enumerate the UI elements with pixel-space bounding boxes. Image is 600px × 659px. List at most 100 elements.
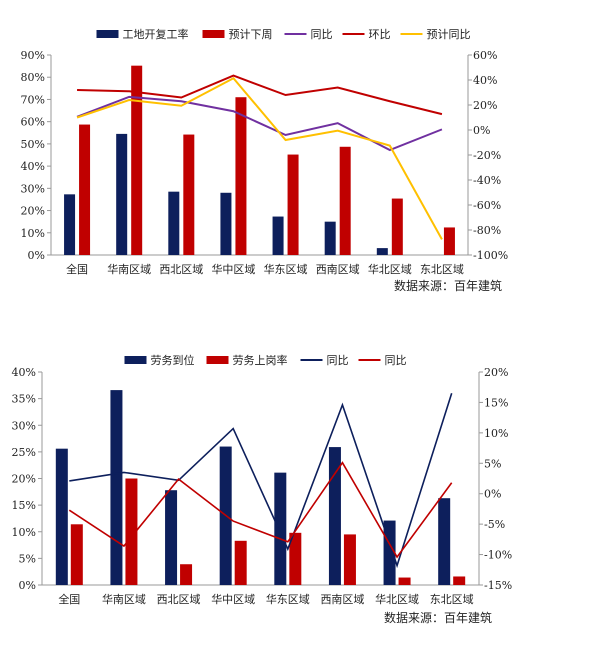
y-tick-label: 60% xyxy=(21,116,45,129)
legend: 劳务到位 劳务上岗率 同比 同比 xyxy=(124,353,407,367)
source-note: 数据来源：百年建筑 xyxy=(394,278,502,293)
bar-劳务上岗率 xyxy=(398,577,411,585)
line-预计同比 xyxy=(76,76,443,240)
x-tick-label: 华东区域 xyxy=(266,592,310,606)
bar-预计下周 xyxy=(183,134,195,255)
bar-工地开复工率 xyxy=(64,194,76,255)
y-tick-label: 30% xyxy=(12,419,36,432)
x-tick-label: 西南区域 xyxy=(316,263,360,276)
y-tick-label: 90% xyxy=(21,49,45,62)
x-tick-label: 华南区域 xyxy=(102,592,146,606)
y-tick-label: 5% xyxy=(19,552,36,565)
bar-预计下周 xyxy=(391,198,403,255)
x-tick-label: 全国 xyxy=(66,262,88,276)
y-tick-label: 35% xyxy=(12,393,36,406)
bar-预计下周 xyxy=(235,97,247,255)
y-tick-label: 0% xyxy=(28,249,45,262)
bar-预计下周 xyxy=(287,154,299,255)
y2-tick-label: -100% xyxy=(473,249,508,262)
x-tick-label: 西北区域 xyxy=(159,263,203,276)
bar-劳务上岗率 xyxy=(70,524,83,585)
y2-tick-label: 20% xyxy=(473,99,497,112)
bar-工地开复工率 xyxy=(272,216,284,255)
bar-预计下周 xyxy=(339,146,351,255)
y-tick-label: 70% xyxy=(21,93,45,106)
x-tick-label: 东北区域 xyxy=(430,593,474,606)
y-tick-label: 10% xyxy=(12,526,36,539)
x-tick-label: 全国 xyxy=(58,592,80,606)
legend-swatch xyxy=(96,30,119,38)
y2-tick-label: -20% xyxy=(473,149,501,162)
y2-tick-label: 10% xyxy=(484,427,508,440)
bar-预计下周 xyxy=(131,65,143,256)
legend-swatch xyxy=(124,356,147,364)
y2-tick-label: -15% xyxy=(484,579,512,592)
y-tick-label: 20% xyxy=(21,205,45,218)
bar-劳务到位 xyxy=(165,490,178,585)
bar-劳务到位 xyxy=(55,448,68,585)
y-tick-label: 10% xyxy=(21,227,45,240)
legend-label: 工地开复工率 xyxy=(123,27,189,41)
y2-tick-label: -80% xyxy=(473,224,501,237)
bar-劳务上岗率 xyxy=(343,534,356,585)
bar-工地开复工率 xyxy=(220,192,232,255)
legend-label: 同比 xyxy=(311,28,333,41)
line-同比 xyxy=(76,95,443,152)
y2-tick-label: -60% xyxy=(473,199,501,212)
line-环比 xyxy=(77,74,443,116)
legend-label: 预计下周 xyxy=(229,28,273,41)
bar-劳务上岗率 xyxy=(180,564,193,585)
legend-swatch xyxy=(206,356,229,364)
y-tick-label: 15% xyxy=(12,499,36,512)
bar-劳务上岗率 xyxy=(289,532,302,585)
legend-label: 预计同比 xyxy=(427,28,471,41)
bar-劳务上岗率 xyxy=(234,540,247,585)
bar-工地开复工率 xyxy=(376,248,388,255)
bar-预计下周 xyxy=(79,124,91,255)
legend-label: 环比 xyxy=(369,28,391,41)
bar-劳务上岗率 xyxy=(453,576,466,585)
x-tick-label: 华中区域 xyxy=(211,592,255,606)
x-tick-label: 华东区域 xyxy=(264,262,308,276)
y2-tick-label: -5% xyxy=(484,518,505,531)
y-tick-label: 0% xyxy=(19,579,36,592)
y2-tick-label: 20% xyxy=(484,366,508,379)
y-tick-label: 40% xyxy=(21,160,45,173)
bar-工地开复工率 xyxy=(116,133,128,255)
bar-劳务到位 xyxy=(438,498,451,585)
y2-tick-label: -10% xyxy=(484,549,512,562)
x-tick-label: 华北区域 xyxy=(368,262,412,276)
y2-tick-label: 5% xyxy=(484,457,501,470)
y2-tick-label: 0% xyxy=(484,488,501,501)
bar-工地开复工率 xyxy=(324,221,336,255)
legend: 工地开复工率 预计下周 同比 环比 预计同比 xyxy=(96,27,471,41)
line-同比 xyxy=(69,393,453,569)
chart-1: 0% 10% 20% 30% 40% 50% 60% 70% 80% 90% -100% -80% -6… xyxy=(21,27,509,293)
source-note: 数据来源：百年建筑 xyxy=(384,610,492,625)
y-tick-label: 25% xyxy=(12,446,36,459)
y-tick-label: 30% xyxy=(21,182,45,195)
legend-swatch xyxy=(202,30,225,38)
x-tick-label: 东北区域 xyxy=(420,263,464,276)
x-tick-label: 华中区域 xyxy=(211,262,255,276)
bar-工地开复工率 xyxy=(168,191,180,255)
bar-劳务上岗率 xyxy=(125,478,138,585)
y-tick-label: 40% xyxy=(12,366,36,379)
x-tick-label: 西北区域 xyxy=(157,593,201,606)
y2-tick-label: 15% xyxy=(484,396,508,409)
bar-劳务到位 xyxy=(274,472,287,585)
y2-tick-label: 60% xyxy=(473,49,497,62)
x-tick-label: 华北区域 xyxy=(375,592,419,606)
y2-tick-label: 0% xyxy=(473,124,490,137)
line-同比 xyxy=(68,461,453,559)
bar-劳务到位 xyxy=(328,447,341,585)
x-tick-label: 华南区域 xyxy=(107,262,151,276)
y-tick-label: 80% xyxy=(21,71,45,84)
legend-label: 劳务到位 xyxy=(151,353,195,367)
y-tick-label: 20% xyxy=(12,473,36,486)
legend-label: 同比 xyxy=(385,354,407,367)
y-tick-label: 50% xyxy=(21,138,45,151)
legend-label: 同比 xyxy=(327,354,349,367)
